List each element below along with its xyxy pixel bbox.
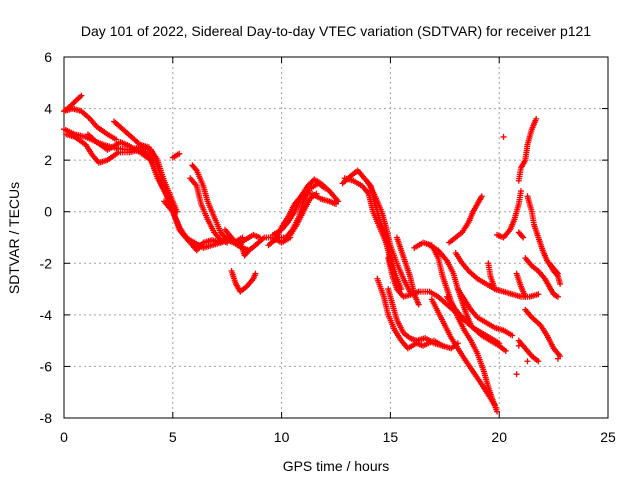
series-isolated — [500, 133, 561, 378]
series-trace-42 — [522, 255, 561, 300]
data-point — [513, 371, 520, 378]
data-point — [496, 340, 503, 347]
data-point — [553, 271, 560, 278]
series-trace-35 — [494, 188, 524, 241]
x-axis-label: GPS time / hours — [283, 458, 390, 474]
data-points — [61, 92, 564, 415]
y-tick-label: 6 — [44, 49, 52, 65]
chart-title: Day 101 of 2022, Sidereal Day-to-day VTE… — [81, 23, 591, 39]
plot-border — [63, 56, 609, 419]
data-point — [554, 293, 561, 300]
data-point — [535, 358, 542, 365]
plot-frame — [63, 56, 609, 419]
y-axis-label: SDTVAR / TECUs — [6, 182, 22, 294]
series-trace-28 — [426, 242, 474, 329]
y-tick-label: 4 — [44, 101, 52, 117]
x-tick-label: 10 — [274, 429, 290, 445]
series-trace-43 — [546, 260, 564, 287]
data-point — [520, 234, 527, 241]
series-trace-18 — [287, 190, 320, 238]
data-point — [522, 293, 529, 300]
data-point — [176, 150, 183, 157]
y-tick-label: -2 — [40, 255, 53, 271]
series-trace-41 — [524, 193, 561, 277]
series-trace-14 — [237, 239, 252, 259]
x-tick-label: 5 — [169, 429, 177, 445]
data-point — [554, 355, 561, 362]
data-point — [524, 358, 531, 365]
series-trace-24 — [385, 286, 446, 349]
series-trace-21 — [365, 180, 413, 295]
data-point — [256, 234, 263, 241]
y-tick-label: -4 — [40, 307, 53, 323]
data-point — [252, 270, 259, 277]
series-trace-33 — [452, 249, 542, 300]
series-trace-25 — [393, 234, 422, 308]
series-trace-38 — [522, 306, 564, 360]
series-trace-30 — [446, 193, 485, 246]
y-tick-label: 2 — [44, 152, 52, 168]
series-trace-13 — [228, 268, 259, 295]
series-trace-17 — [272, 190, 339, 244]
data-point — [502, 347, 509, 354]
data-point — [494, 408, 501, 415]
axis-ticks: 0 5 10 15 20 25 -8 -6 -4 -2 0 2 4 6 — [40, 49, 616, 445]
data-point — [509, 332, 516, 339]
data-point — [333, 200, 339, 207]
series-trace-22 — [385, 255, 422, 300]
y-tick-label: -8 — [40, 410, 53, 426]
data-point — [415, 301, 422, 308]
series-trace-31 — [443, 293, 503, 347]
data-point — [192, 166, 199, 173]
x-tick-label: 25 — [600, 429, 616, 445]
data-point — [557, 280, 564, 287]
data-point — [245, 247, 252, 254]
series-trace-2 — [61, 105, 120, 143]
data-point — [500, 133, 507, 140]
x-tick-label: 0 — [60, 429, 68, 445]
data-point — [515, 342, 522, 349]
data-point — [533, 115, 540, 122]
series-trace-29 — [428, 296, 498, 409]
data-point — [517, 188, 524, 195]
y-tick-label: -6 — [40, 358, 53, 374]
x-tick-label: 15 — [383, 429, 399, 445]
x-tick-label: 20 — [491, 429, 507, 445]
data-point — [78, 92, 85, 99]
series-trace-40 — [515, 115, 540, 184]
data-point — [519, 233, 526, 240]
data-point — [244, 248, 251, 255]
series-trace-9 — [189, 162, 246, 246]
series-trace-10 — [187, 175, 231, 246]
series-trace-37 — [513, 270, 529, 300]
data-point — [535, 291, 542, 298]
series-trace-26 — [411, 239, 501, 415]
data-point — [491, 286, 498, 293]
data-point — [224, 239, 231, 246]
data-point — [313, 190, 320, 197]
data-point — [491, 402, 498, 409]
series-trace-32 — [454, 286, 516, 339]
series-trace-39 — [515, 337, 542, 365]
grid — [64, 57, 608, 418]
series-trace-6 — [111, 118, 224, 254]
y-tick-label: 0 — [44, 204, 52, 220]
series-trace-36 — [515, 229, 527, 241]
series-trace-8 — [169, 150, 183, 161]
data-point — [439, 342, 446, 349]
series-trace-34 — [485, 260, 498, 293]
data-point — [478, 193, 485, 200]
